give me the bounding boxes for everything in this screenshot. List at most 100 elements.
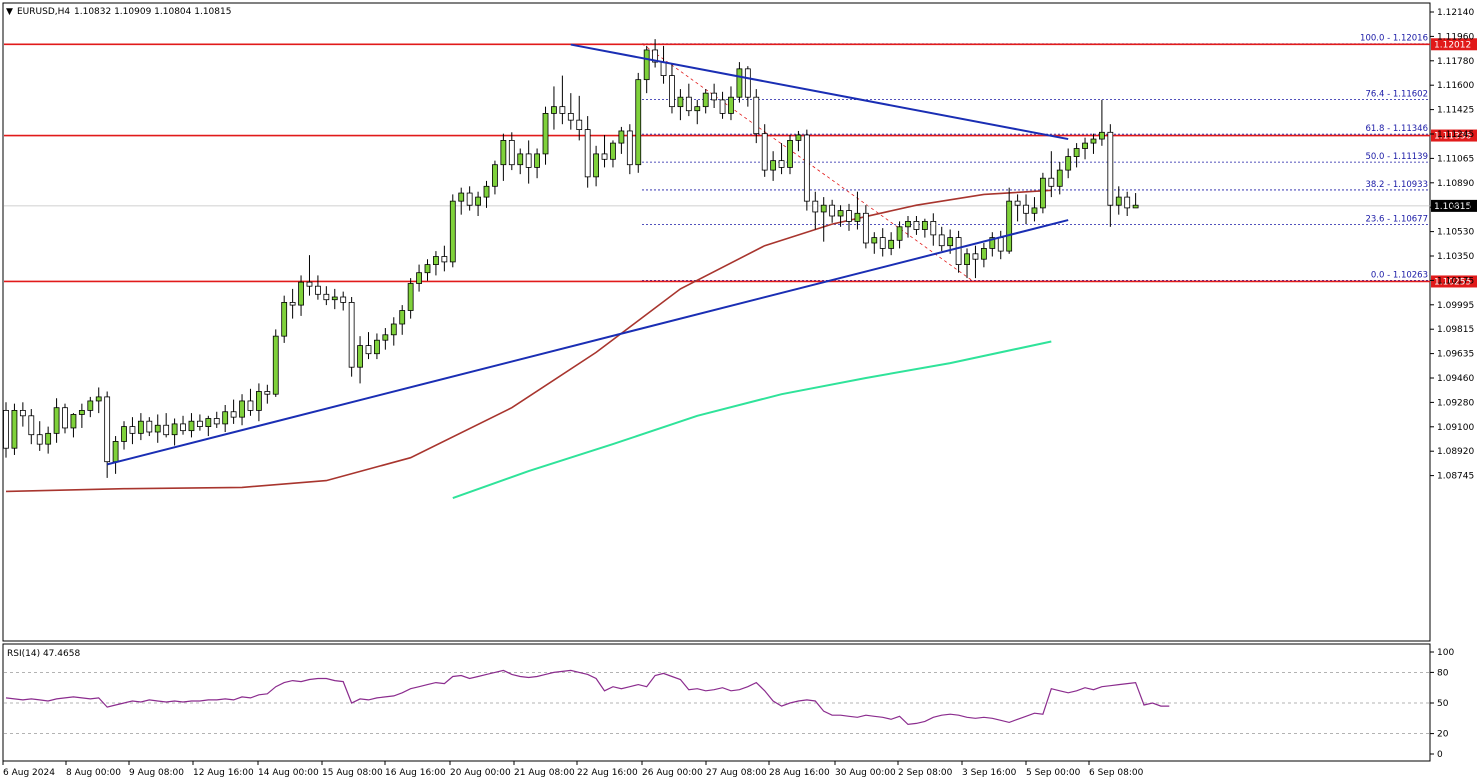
candle <box>95 387 102 414</box>
candle <box>643 45 650 94</box>
candle <box>508 132 515 171</box>
candle-body <box>53 407 60 434</box>
candle-body <box>1115 196 1122 206</box>
candle-body <box>87 400 94 411</box>
candle-body <box>534 153 540 168</box>
candle <box>989 232 996 257</box>
candle-body <box>272 335 279 395</box>
time-tick-label: 30 Aug 00:00 <box>835 768 896 778</box>
candle-body <box>407 283 414 311</box>
candle <box>862 205 869 249</box>
price-tick-label: 1.11600 <box>1437 81 1474 91</box>
candle <box>340 291 347 311</box>
candle-body <box>1014 200 1021 206</box>
candle-body <box>1099 131 1105 140</box>
candle <box>1132 193 1139 209</box>
price-tick-label: 1.11245 <box>1437 130 1474 140</box>
trendline <box>106 219 1069 466</box>
candle-body <box>643 49 650 81</box>
price-tick-label: 1.09460 <box>1437 374 1474 384</box>
candle <box>626 124 633 175</box>
candle-body <box>196 420 203 428</box>
candle <box>896 221 903 249</box>
candle-body <box>146 420 153 433</box>
candle-body <box>289 301 296 306</box>
candle-body <box>930 220 937 236</box>
candle <box>475 191 481 216</box>
price-label: 1.12012 <box>1434 40 1471 50</box>
candle <box>357 336 363 384</box>
current-price-label: 1.10815 <box>1434 202 1471 212</box>
trendlines <box>106 43 1069 466</box>
time-tick-label: 6 Sep 08:00 <box>1089 768 1144 778</box>
candle <box>770 151 777 181</box>
candle-body <box>719 99 726 114</box>
rsi-label: RSI(14) 47.4658 <box>7 649 80 659</box>
price-label-box <box>1431 129 1477 142</box>
candle <box>365 332 372 360</box>
candle <box>593 145 599 187</box>
rsi-tick-label: 20 <box>1437 730 1449 740</box>
candle-body <box>483 185 490 198</box>
candle-body <box>1039 177 1046 209</box>
candle-body <box>795 134 802 141</box>
candle-body <box>846 210 852 222</box>
candle-body <box>997 237 1004 252</box>
candle <box>534 148 540 179</box>
candle <box>610 140 616 168</box>
candle <box>70 413 77 438</box>
candle <box>247 388 254 416</box>
candle <box>78 403 85 428</box>
candle <box>1014 194 1021 222</box>
candle-body <box>399 310 406 325</box>
candle-body <box>449 200 456 263</box>
candle <box>964 248 970 279</box>
price-tick-label: 1.09815 <box>1437 325 1474 335</box>
candle-body <box>19 409 26 417</box>
time-tick-label: 16 Aug 16:00 <box>385 768 446 778</box>
candle <box>213 411 220 428</box>
candle-body <box>154 424 161 433</box>
candle-body <box>778 160 785 168</box>
candle <box>694 99 701 125</box>
price-tick-label: 1.11780 <box>1437 57 1474 67</box>
dropdown-arrow-icon[interactable]: ▼ <box>6 7 13 17</box>
candle-body <box>677 96 684 108</box>
candle-body <box>525 153 532 168</box>
price-label: 1.10255 <box>1434 277 1471 287</box>
candle-body <box>980 247 987 260</box>
rsi-tick-label: 50 <box>1437 699 1449 709</box>
candle <box>163 413 170 438</box>
candle <box>888 232 895 256</box>
candle <box>787 135 793 175</box>
candle <box>331 288 338 310</box>
candle-body <box>947 237 954 247</box>
rsi-tick-label: 80 <box>1437 668 1449 678</box>
candle-body <box>239 400 245 418</box>
candle <box>36 421 43 451</box>
candle-body <box>121 426 127 442</box>
price-tick-label: 1.10710 <box>1437 203 1474 213</box>
candle <box>871 232 878 254</box>
fib-level-label: 76.4 - 1.11602 <box>1365 90 1428 100</box>
fib-level-label: 61.8 - 1.11346 <box>1365 124 1428 134</box>
candle <box>315 275 321 300</box>
candle-body <box>62 407 68 429</box>
candle-body <box>660 61 667 76</box>
candle <box>289 288 296 319</box>
candle-body <box>441 256 448 263</box>
candle <box>281 295 288 343</box>
time-tick-label: 3 Sep 16:00 <box>962 768 1017 778</box>
candle-body <box>1132 204 1139 209</box>
candle <box>1090 133 1097 154</box>
candle <box>171 418 178 446</box>
candle-body <box>331 296 338 301</box>
candle-body <box>112 441 119 463</box>
candle-body <box>711 92 718 101</box>
candle-body <box>694 106 701 112</box>
candle <box>1082 137 1088 160</box>
candle <box>424 259 431 281</box>
price-tick-label: 1.11065 <box>1437 154 1474 164</box>
candle-body <box>820 204 827 213</box>
